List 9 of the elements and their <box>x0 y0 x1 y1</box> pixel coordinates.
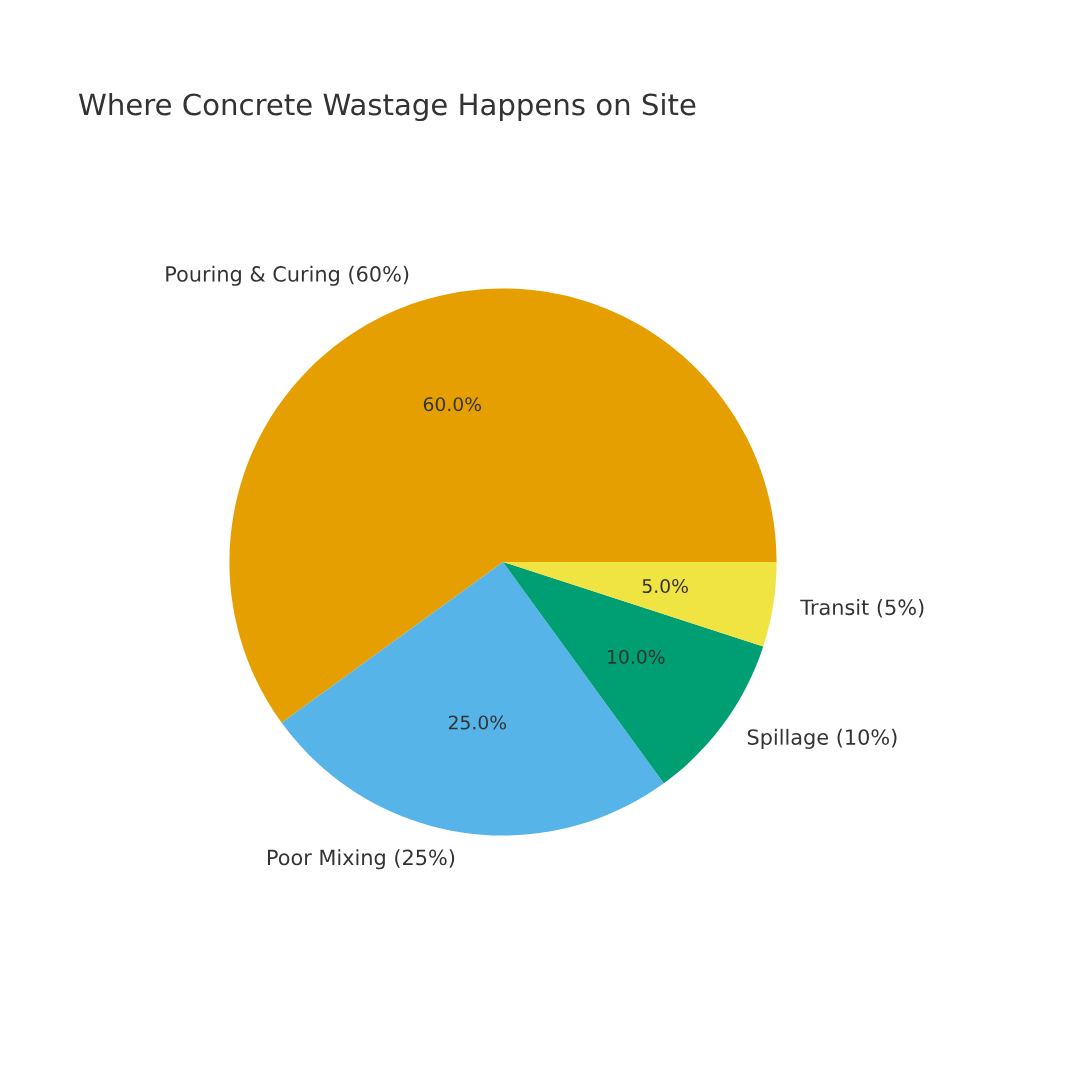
slice-label: Pouring & Curing (60%) <box>166 265 409 286</box>
chart-title: Where Concrete Wastage Happens on Site <box>78 92 696 122</box>
data-label: 10.0% <box>608 649 665 664</box>
slice-label: Transit (5%) <box>800 599 924 618</box>
data-label: 60.0% <box>423 397 482 412</box>
slice-label: Poor Mixing (25%) <box>267 849 455 870</box>
data-label: 25.0% <box>448 715 507 730</box>
slice-label: Spillage (10%) <box>747 728 897 749</box>
data-label: 5.0% <box>642 578 688 594</box>
